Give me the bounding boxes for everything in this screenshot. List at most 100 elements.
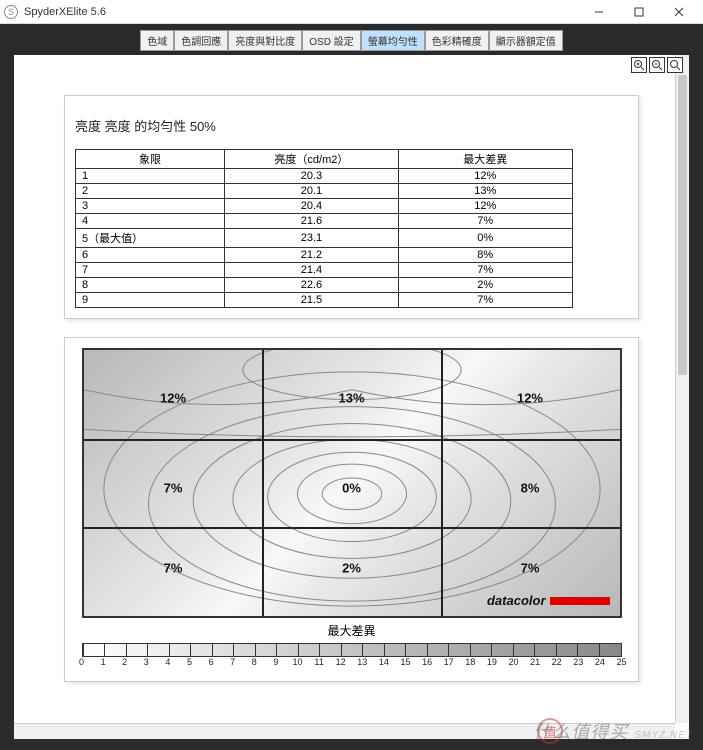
table-cell: 20.1: [225, 184, 399, 199]
column-header: 最大差異: [398, 150, 572, 169]
table-cell: 21.2: [225, 248, 399, 263]
table-row: 721.47%: [76, 263, 573, 278]
close-button[interactable]: [659, 1, 699, 23]
scale-tick-label: 14: [379, 657, 389, 667]
cell-value: 7%: [164, 561, 183, 576]
color-scale: 0123456789101112131415161718192021222324…: [82, 643, 622, 671]
maximize-button[interactable]: [619, 1, 659, 23]
table-cell: 23.1: [225, 229, 399, 248]
table-cell: 8%: [398, 248, 572, 263]
table-cell: 7%: [398, 263, 572, 278]
axis-title: 最大差異: [79, 622, 624, 639]
data-panel: 亮度 亮度 的均勻性 50% 象限亮度（cd/m2）最大差異 120.312%2…: [64, 95, 639, 319]
tab-亮度與對比度[interactable]: 亮度與對比度: [228, 30, 302, 51]
table-cell: 21.5: [225, 293, 399, 308]
scale-tick-label: 3: [144, 657, 149, 667]
scale-tick-label: 23: [573, 657, 583, 667]
table-cell: 7%: [398, 214, 572, 229]
tab-色域[interactable]: 色域: [140, 30, 174, 51]
tab-顯示器額定值[interactable]: 顯示器額定值: [489, 30, 563, 51]
scale-tick-label: 16: [422, 657, 432, 667]
table-cell: 8: [76, 278, 225, 293]
uniformity-table: 象限亮度（cd/m2）最大差異 120.312%220.113%320.412%…: [75, 149, 573, 308]
cell-value: 12%: [517, 390, 543, 405]
chart-panel: 12%13%12%7%0%8%7%2%7% datacolor 最大差異 012…: [64, 337, 639, 682]
scale-tick-label: 11: [314, 657, 323, 667]
tab-OSD 設定[interactable]: OSD 設定: [302, 30, 360, 51]
scale-tick-label: 8: [252, 657, 257, 667]
table-cell: 0%: [398, 229, 572, 248]
table-row: 5（最大值）23.10%: [76, 229, 573, 248]
table-row: 921.57%: [76, 293, 573, 308]
scale-tick-label: 24: [595, 657, 605, 667]
window-title: SpyderXElite 5.6: [24, 6, 579, 18]
table-cell: 4: [76, 214, 225, 229]
scale-tick-label: 7: [230, 657, 235, 667]
scale-tick-label: 1: [101, 657, 106, 667]
brand-logo: datacolor: [487, 593, 610, 608]
table-cell: 9: [76, 293, 225, 308]
table-row: 621.28%: [76, 248, 573, 263]
table-cell: 1: [76, 169, 225, 184]
cell-value: 12%: [160, 390, 186, 405]
table-cell: 20.4: [225, 199, 399, 214]
scale-tick-label: 4: [165, 657, 170, 667]
app-frame: 色域色調回應亮度與對比度OSD 設定螢幕均勻性色彩精確度顯示器額定值 亮度 亮度…: [0, 24, 703, 750]
table-row: 120.312%: [76, 169, 573, 184]
scale-tick-label: 0: [79, 657, 84, 667]
table-cell: 13%: [398, 184, 572, 199]
titlebar: S SpyderXElite 5.6: [0, 0, 703, 24]
scale-tick-label: 18: [465, 657, 475, 667]
vertical-scrollbar[interactable]: [675, 55, 689, 723]
scale-tick-label: 2: [122, 657, 127, 667]
scale-tick-label: 13: [357, 657, 367, 667]
scale-tick-label: 21: [530, 657, 540, 667]
tab-色調回應[interactable]: 色調回應: [174, 30, 228, 51]
table-row: 320.412%: [76, 199, 573, 214]
zoom-out-button[interactable]: [649, 57, 665, 73]
horizontal-scrollbar[interactable]: [14, 723, 675, 739]
table-cell: 22.6: [225, 278, 399, 293]
scale-tick-label: 22: [552, 657, 562, 667]
report-heading: 亮度 亮度 的均勻性 50%: [75, 116, 628, 135]
zoom-in-button[interactable]: [631, 57, 647, 73]
table-cell: 21.6: [225, 214, 399, 229]
table-cell: 20.3: [225, 169, 399, 184]
table-cell: 5（最大值）: [76, 229, 225, 248]
cell-value: 0%: [342, 481, 361, 496]
cell-value: 13%: [338, 390, 364, 405]
watermark-icon: 值: [537, 718, 563, 744]
scale-tick-label: 6: [209, 657, 214, 667]
scale-tick-label: 20: [508, 657, 518, 667]
table-cell: 21.4: [225, 263, 399, 278]
cell-value: 7%: [164, 481, 183, 496]
app-icon: S: [4, 5, 18, 19]
scale-tick-label: 15: [400, 657, 410, 667]
table-cell: 12%: [398, 169, 572, 184]
scale-tick-label: 17: [444, 657, 454, 667]
tab-色彩精確度[interactable]: 色彩精確度: [425, 30, 489, 51]
table-cell: 7%: [398, 293, 572, 308]
report-viewport: 亮度 亮度 的均勻性 50% 象限亮度（cd/m2）最大差異 120.312%2…: [14, 55, 689, 739]
cell-value: 7%: [521, 561, 540, 576]
column-header: 亮度（cd/m2）: [225, 150, 399, 169]
cell-value: 8%: [521, 481, 540, 496]
scale-tick-label: 12: [336, 657, 346, 667]
table-cell: 7: [76, 263, 225, 278]
column-header: 象限: [76, 150, 225, 169]
table-row: 220.113%: [76, 184, 573, 199]
table-row: 421.67%: [76, 214, 573, 229]
table-cell: 12%: [398, 199, 572, 214]
table-cell: 6: [76, 248, 225, 263]
scale-tick-label: 5: [187, 657, 192, 667]
zoom-fit-button[interactable]: [667, 57, 683, 73]
table-cell: 2: [76, 184, 225, 199]
cell-value: 2%: [342, 561, 361, 576]
scale-tick-label: 10: [292, 657, 302, 667]
minimize-button[interactable]: [579, 1, 619, 23]
scale-tick-label: 25: [616, 657, 626, 667]
uniformity-heatmap: 12% 13% 12% 7% 0% 8% 7% 2% 7% datacolor: [82, 348, 622, 618]
scale-tick-label: 19: [487, 657, 497, 667]
table-cell: 2%: [398, 278, 572, 293]
tab-螢幕均勻性[interactable]: 螢幕均勻性: [361, 30, 425, 51]
